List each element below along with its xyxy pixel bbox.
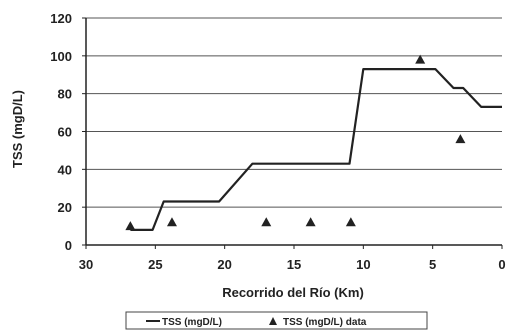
y-tick-label-80: 80: [58, 87, 72, 102]
y-tick-label-0: 0: [65, 238, 72, 253]
x-tick-label-0: 0: [498, 257, 505, 272]
legend-box: [125, 311, 428, 330]
legend: TSS (mgD/L) TSS (mgD/L) data: [125, 311, 428, 330]
data-point-triangle: [415, 54, 426, 64]
grid-lines: [86, 17, 502, 208]
x-axis-title: Recorrido del Río (Km): [222, 285, 364, 300]
y-tick-label-120: 120: [50, 11, 72, 26]
data-point-triangle: [166, 217, 177, 227]
tss-line: [130, 67, 502, 231]
legend-triangle-swatch: [269, 317, 277, 325]
x-tick-label-5: 5: [429, 257, 436, 272]
y-tick-label-100: 100: [50, 49, 72, 64]
axes: [82, 17, 503, 249]
data-point-triangle: [261, 217, 272, 227]
x-tick-label-10: 10: [356, 257, 370, 272]
x-tick-labels: 30 25 20 15 10 5 0: [79, 257, 506, 272]
x-tick-label-15: 15: [287, 257, 301, 272]
x-tick-label-30: 30: [79, 257, 93, 272]
y-tick-labels: 0 20 40 60 80 100 120: [50, 11, 72, 253]
y-axis-title: TSS (mgD/L): [10, 90, 25, 168]
data-point-triangle: [345, 217, 356, 227]
x-tick-label-20: 20: [217, 257, 231, 272]
y-tick-label-40: 40: [58, 162, 72, 177]
y-tick-label-20: 20: [58, 200, 72, 215]
legend-label-line: TSS (mgD/L): [162, 317, 222, 328]
data-point-triangle: [455, 134, 466, 144]
legend-label-data: TSS (mgD/L) data: [283, 317, 367, 328]
tss-data-series: [125, 54, 466, 231]
data-point-triangle: [125, 221, 136, 231]
data-point-triangle: [305, 217, 316, 227]
tss-line-series: [130, 67, 502, 231]
y-tick-label-60: 60: [58, 125, 72, 140]
x-tick-label-25: 25: [148, 257, 162, 272]
